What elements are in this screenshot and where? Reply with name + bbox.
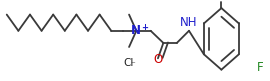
Text: F: F — [257, 61, 264, 74]
Text: N: N — [131, 24, 141, 37]
Text: NH: NH — [180, 16, 198, 29]
Text: Cl: Cl — [123, 58, 133, 68]
Text: O: O — [153, 53, 163, 66]
Text: +: + — [141, 23, 148, 32]
Text: ⁻: ⁻ — [130, 60, 135, 69]
